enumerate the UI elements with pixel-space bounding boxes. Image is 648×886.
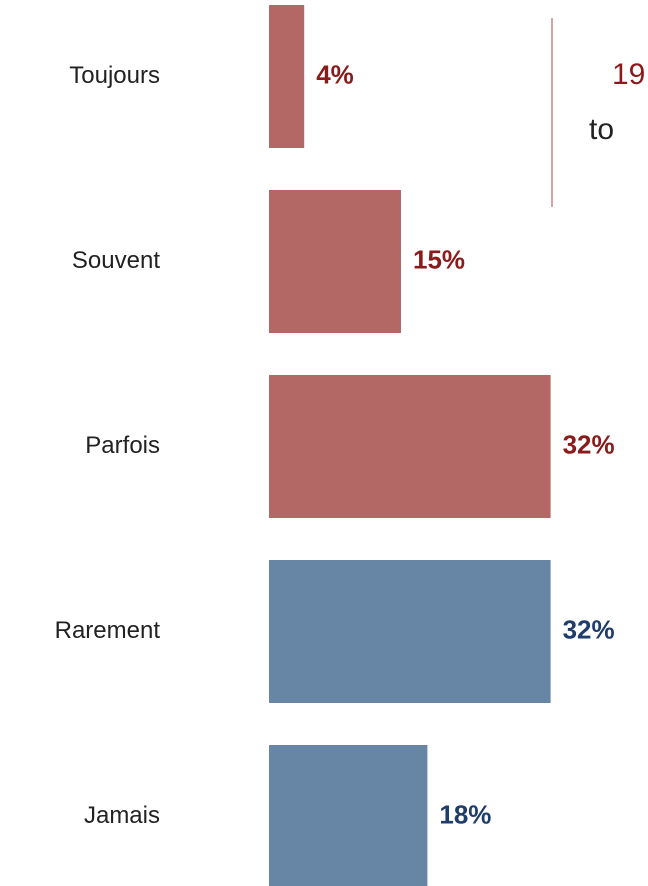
value-label: 15%: [413, 244, 465, 274]
bar: [269, 375, 551, 518]
category-label: Rarement: [55, 617, 161, 644]
value-label: 4%: [316, 59, 354, 89]
category-label: Jamais: [84, 802, 160, 829]
category-label: Parfois: [85, 432, 160, 459]
annotation-text: 19: [612, 58, 645, 91]
value-label: 32%: [563, 614, 615, 644]
bar: [269, 560, 551, 703]
value-label: 32%: [563, 429, 615, 459]
annotation-text: to: [589, 113, 614, 146]
category-label: Toujours: [69, 62, 160, 89]
bar: [269, 190, 401, 333]
category-label: Souvent: [72, 247, 160, 274]
bar: [269, 5, 305, 148]
bar: [269, 745, 428, 886]
value-label: 18%: [439, 799, 491, 829]
